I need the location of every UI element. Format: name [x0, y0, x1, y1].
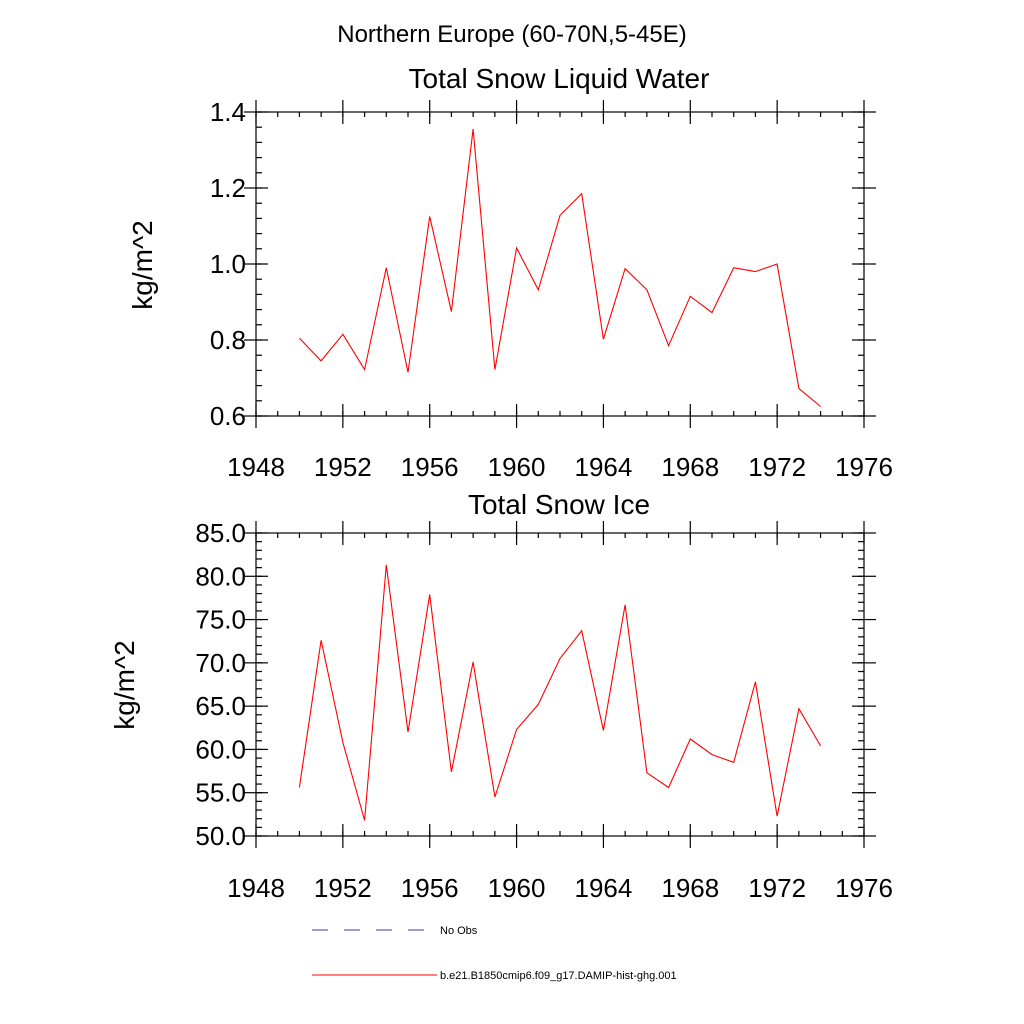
legend-label-model: b.e21.B1850cmip6.f09_g17.DAMIP-hist-ghg.… [440, 970, 677, 982]
y-axis-label: kg/m^2 [127, 220, 158, 309]
x-tick-label: 1976 [835, 452, 893, 482]
panel-snow-ice: Total Snow Ice kg/m^2 1948 1952 1956 1960 19… [109, 489, 893, 903]
x-tick-label: 1976 [835, 873, 893, 903]
panel-liquid-water: Total Snow Liquid Water kg/m^2 1948 1952 1… [127, 63, 893, 482]
x-tick-label: 1948 [227, 873, 285, 903]
y-tick-label: 1.2 [210, 173, 246, 203]
legend: No Obs b.e21.B1850cmip6.f09_g17.DAMIP-hi… [312, 925, 677, 982]
panel-title: Total Snow Ice [468, 489, 650, 520]
y-tick-label: 0.8 [210, 325, 246, 355]
x-tick-label: 1968 [661, 873, 719, 903]
x-tick-label: 1972 [748, 452, 806, 482]
y-tick-label: 55.0 [195, 778, 246, 808]
y-tick-label: 50.0 [195, 821, 246, 851]
legend-label-no-obs: No Obs [440, 925, 478, 937]
y-tick-label: 1.4 [210, 97, 246, 127]
figure-suptitle: Northern Europe (60-70N,5-45E) [337, 21, 687, 48]
x-tick-label: 1952 [314, 873, 372, 903]
x-tick-label: 1960 [488, 452, 546, 482]
x-tick-label: 1972 [748, 873, 806, 903]
y-tick-label: 0.6 [210, 401, 246, 431]
y-tick-label: 60.0 [195, 734, 246, 764]
x-tick-label: 1956 [401, 452, 459, 482]
y-tick-label: 75.0 [195, 605, 246, 635]
x-tick-label: 1964 [575, 873, 633, 903]
y-tick-label: 70.0 [195, 648, 246, 678]
y-tick-label: 1.0 [210, 249, 246, 279]
series-line [299, 129, 821, 407]
y-tick-label: 65.0 [195, 691, 246, 721]
panel-title: Total Snow Liquid Water [409, 63, 710, 94]
y-tick-label: 80.0 [195, 561, 246, 591]
x-tick-label: 1960 [488, 873, 546, 903]
y-tick-label: 85.0 [195, 518, 246, 548]
x-tick-label: 1964 [575, 452, 633, 482]
y-axis-label: kg/m^2 [109, 640, 140, 729]
x-tick-label: 1968 [661, 452, 719, 482]
series-line [298, 564, 822, 821]
x-tick-label: 1948 [227, 452, 285, 482]
plot-frame [255, 111, 865, 417]
x-tick-label: 1956 [401, 873, 459, 903]
x-tick-label: 1952 [314, 452, 372, 482]
